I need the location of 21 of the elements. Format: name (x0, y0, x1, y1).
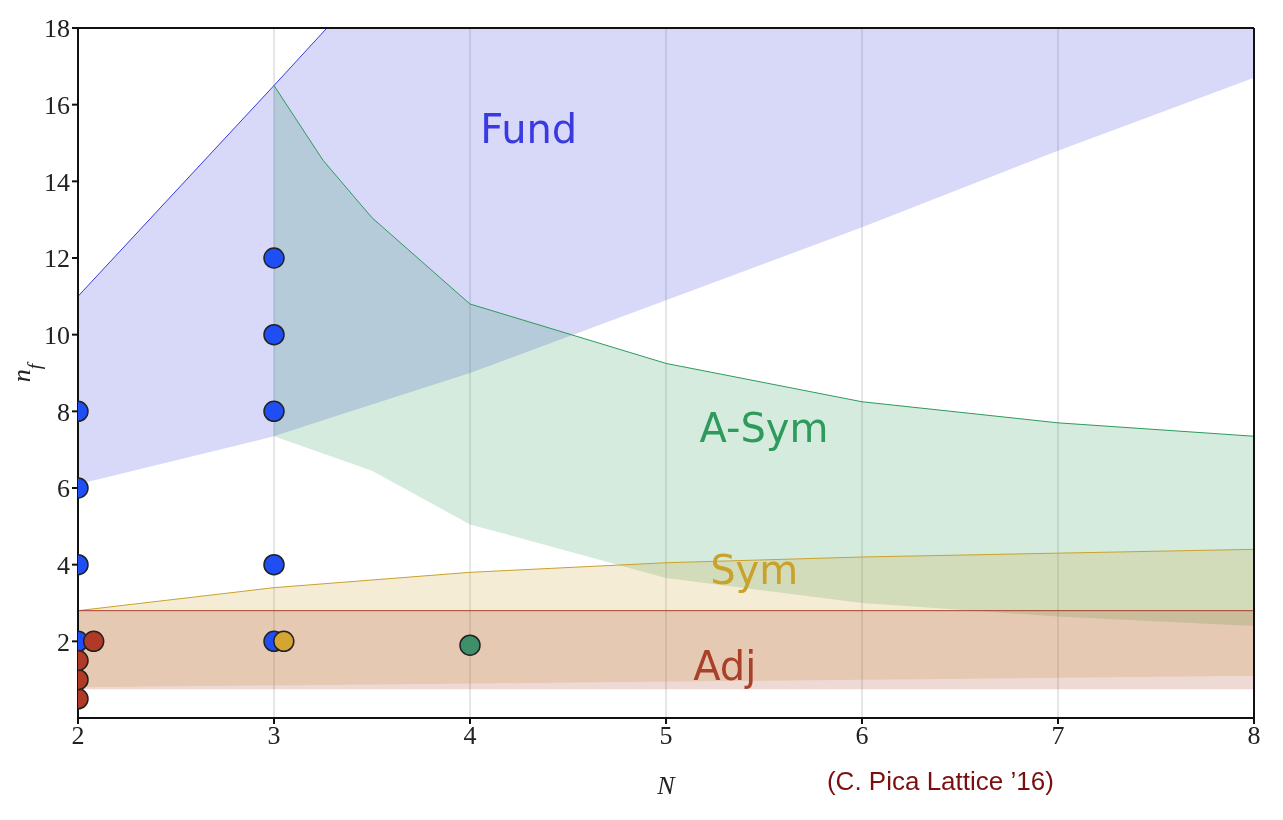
x-tick-label: 8 (1247, 721, 1261, 751)
series-label: Sym (710, 546, 799, 593)
y-tick-label: 10 (44, 320, 70, 350)
y-tick-label: 18 (44, 14, 70, 44)
y-tick-label: 4 (57, 550, 70, 580)
y-tick-label: 8 (57, 397, 70, 427)
y-tick-label: 2 (57, 627, 70, 657)
y-tick-label: 12 (44, 244, 70, 274)
x-tick-label: 5 (659, 721, 673, 751)
text: Fund (480, 106, 578, 152)
text: (C. Pica Lattice ’16) (826, 766, 1054, 796)
y-tick-label: 16 (44, 90, 70, 120)
series-label: A-Sym (699, 405, 829, 451)
x-tick-label: 3 (267, 721, 281, 751)
x-tick-label: 7 (1051, 721, 1065, 751)
y-tick-label: 14 (44, 167, 70, 197)
y-tick-label: 6 (57, 474, 70, 504)
x-tick-label: 4 (463, 721, 477, 751)
series-label: Adj (693, 642, 757, 689)
x-axis-title: N (656, 771, 677, 800)
x-tick-label: 6 (855, 721, 869, 751)
